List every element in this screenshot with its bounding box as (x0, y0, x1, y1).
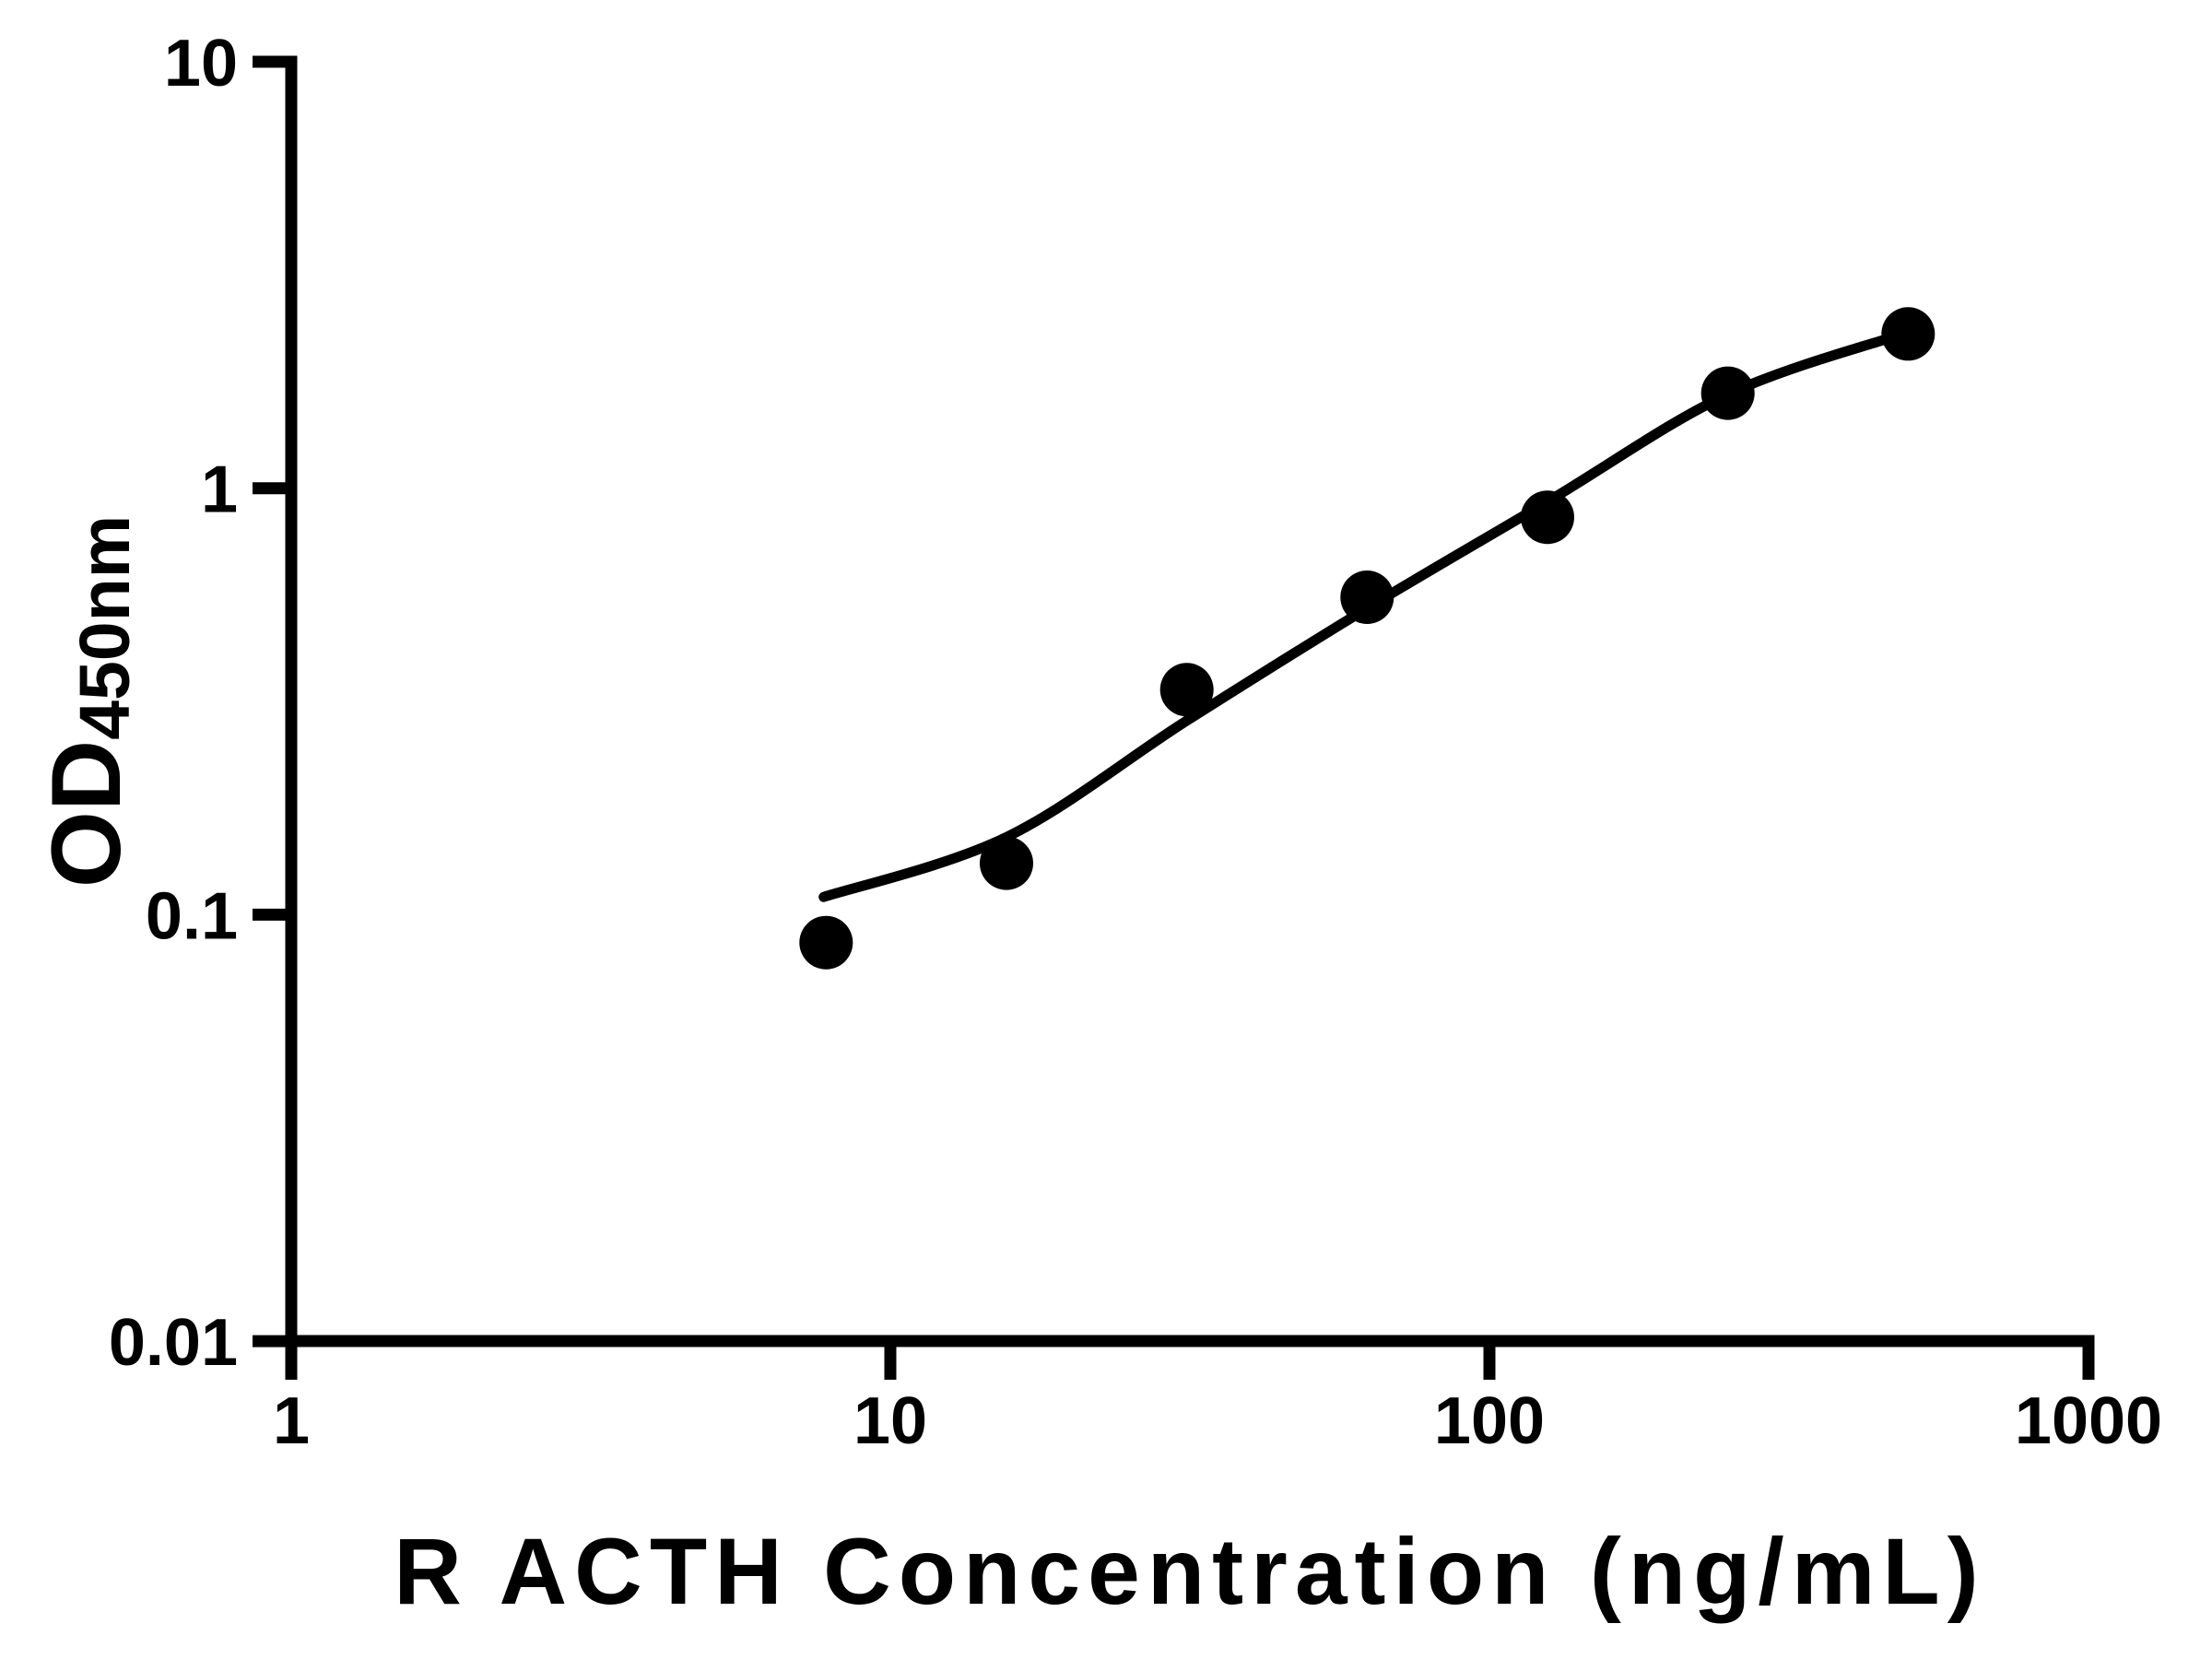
y-tick-label: 10 (164, 27, 238, 100)
y-tick-label: 0.01 (109, 1306, 238, 1380)
data-point (799, 915, 853, 970)
data-point (1159, 663, 1214, 717)
data-point (1881, 307, 1936, 361)
data-point (1340, 571, 1394, 624)
data-point (1700, 366, 1755, 420)
x-tick-label: 1000 (2015, 1384, 2162, 1458)
y-tick-label: 0.1 (146, 879, 238, 953)
data-point (980, 836, 1033, 890)
y-axis-title: OD450nm (30, 515, 145, 888)
x-tick-label: 100 (1434, 1384, 1545, 1458)
y-tick-label: 1 (201, 453, 238, 527)
y-axis-title-main: OD (30, 740, 141, 888)
x-tick-label: 1 (273, 1384, 310, 1458)
x-axis-title: R ACTH Concentration (ng/mL) (394, 1519, 1985, 1624)
data-point (1521, 490, 1574, 545)
y-axis-title-subscript: 450nm (65, 515, 145, 740)
x-tick-label: 10 (853, 1384, 927, 1458)
